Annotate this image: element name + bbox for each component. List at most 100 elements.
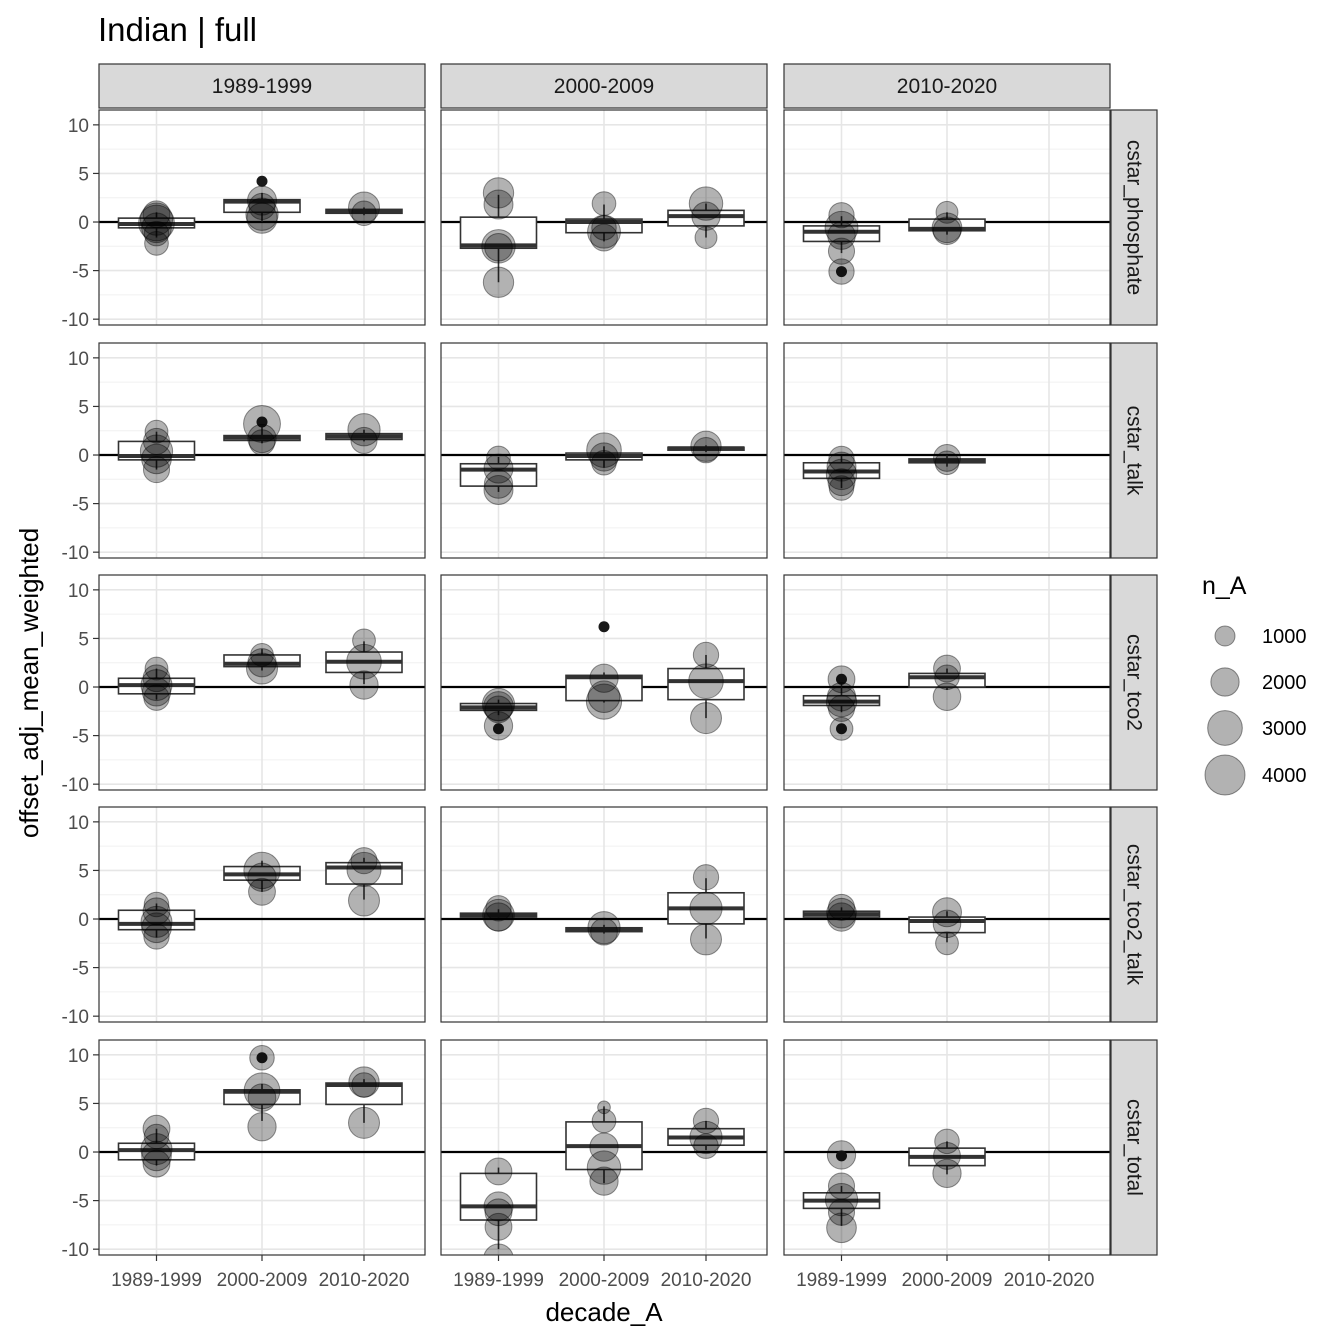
y-tick-label: 10	[68, 581, 89, 602]
data-point	[141, 443, 172, 475]
row-strip-label: cstar_tco2_talk	[1123, 844, 1146, 986]
data-point	[483, 1243, 514, 1255]
data-point	[143, 220, 170, 247]
data-point	[484, 1212, 513, 1241]
panel-cstar_phosphate-2010-2020	[783, 109, 1111, 326]
legend-key-2000	[1210, 667, 1240, 697]
data-point	[690, 430, 722, 462]
data-point	[932, 216, 962, 246]
data-point	[688, 663, 724, 700]
data-point	[141, 1140, 172, 1172]
data-point	[482, 177, 515, 209]
data-point	[935, 200, 959, 224]
outlier-point	[256, 416, 268, 428]
data-point	[693, 1133, 719, 1159]
data-point	[140, 1133, 173, 1166]
data-point	[483, 189, 514, 220]
plot-area: 1989-1999 2000-2009 2010-2020 cstar_phospha…	[62, 63, 1158, 1291]
panel-marks	[117, 847, 403, 950]
y-tick-label: 5	[78, 164, 89, 185]
data-point	[483, 711, 514, 741]
data-point	[827, 237, 856, 265]
legend-label: 3000	[1262, 718, 1307, 740]
data-point	[482, 266, 515, 298]
panel-cstar_tco2_talk-2000-2009	[440, 806, 768, 1023]
data-point	[826, 1212, 857, 1244]
data-point	[142, 1149, 171, 1178]
data-point	[141, 212, 172, 244]
data-point	[587, 214, 621, 249]
data-point	[248, 192, 276, 221]
data-point	[247, 185, 277, 216]
y-tick-label: 10	[68, 1046, 89, 1067]
data-point	[247, 862, 277, 892]
data-point	[934, 450, 960, 476]
y-tick-label: -5	[72, 727, 89, 748]
data-point	[139, 202, 174, 236]
data-point	[143, 684, 170, 711]
data-point	[934, 664, 960, 691]
legend-key-1000	[1214, 625, 1236, 647]
data-point	[825, 685, 858, 718]
y-tick-label: -5	[72, 959, 89, 980]
data-point	[828, 475, 855, 501]
panel-marks	[459, 430, 745, 505]
outlier-point	[598, 621, 610, 633]
panel-marks	[459, 621, 745, 741]
data-point	[484, 1198, 513, 1227]
data-point	[144, 231, 169, 256]
data-point	[688, 186, 724, 221]
y-tick-label: -10	[62, 775, 89, 796]
column-strip-label: 2000-2009	[554, 75, 654, 98]
x-tick-label: 1989-1999	[796, 1270, 887, 1291]
data-point	[590, 917, 618, 946]
panel-marks	[117, 175, 403, 256]
data-point	[481, 687, 516, 722]
data-point	[347, 413, 381, 447]
data-point	[826, 1140, 857, 1170]
y-axis-title: offset_adj_mean_weighted	[14, 528, 44, 838]
data-point	[250, 643, 274, 667]
panel-marks	[117, 628, 403, 711]
data-point	[483, 474, 514, 505]
panel-cstar_talk-1989-1999	[98, 342, 426, 559]
panel-border	[98, 109, 426, 326]
x-tick-label: 2010-2020	[319, 1270, 410, 1291]
data-point	[142, 897, 171, 926]
x-tick-label: 2000-2009	[217, 1270, 308, 1291]
data-point	[591, 215, 617, 241]
data-point	[138, 204, 175, 242]
panel-cstar_total-2000-2009	[440, 1039, 768, 1256]
data-point	[591, 450, 617, 476]
data-point	[483, 691, 514, 722]
x-tick-label: 1989-1999	[111, 1270, 202, 1291]
data-point	[142, 1114, 171, 1143]
y-tick-label: -10	[62, 543, 89, 564]
y-tick-label: 0	[78, 213, 89, 234]
legend-key-4000	[1204, 754, 1246, 796]
data-point	[248, 877, 276, 906]
data-point	[139, 434, 174, 468]
data-point	[349, 670, 379, 700]
panel-marks	[802, 654, 986, 741]
data-point	[141, 677, 172, 707]
outlier-point	[256, 175, 268, 187]
row-strip-cstar_tco2_talk	[1110, 806, 1158, 1023]
x-tick-label: 2000-2009	[559, 1270, 650, 1291]
data-point	[932, 682, 962, 712]
data-point	[933, 1141, 961, 1170]
data-point	[586, 1150, 622, 1185]
panel-cstar_tco2_talk-2010-2020	[783, 806, 1111, 1023]
data-point	[348, 1106, 380, 1139]
box-2010-2020	[667, 667, 745, 701]
y-tick-label: 10	[68, 813, 89, 834]
panel-border	[783, 806, 1111, 1023]
data-point	[935, 931, 959, 956]
data-point	[826, 897, 857, 929]
box-2000-2009	[565, 674, 643, 702]
data-point	[484, 1157, 513, 1186]
data-point	[932, 897, 962, 928]
x-tick-label: 2000-2009	[902, 1270, 993, 1291]
y-tick-label: -5	[72, 495, 89, 516]
